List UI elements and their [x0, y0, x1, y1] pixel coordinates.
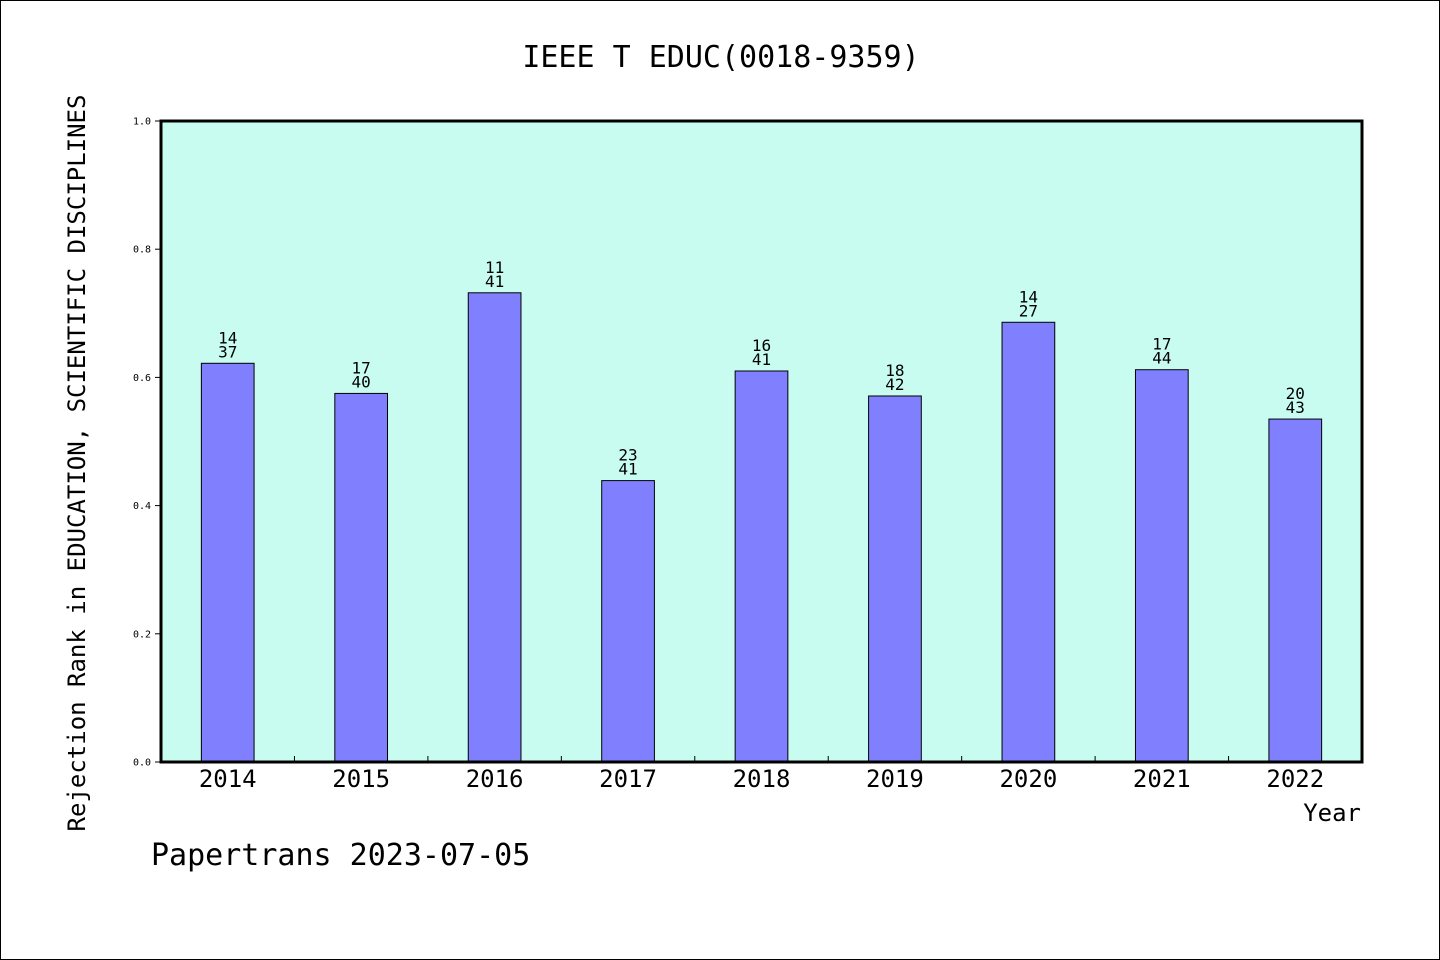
x-tick-label: 2016 [466, 765, 524, 793]
bar-label-total: 41 [618, 460, 637, 479]
x-tick-label: 2019 [866, 765, 924, 793]
y-tick-label: 1.0 [133, 117, 151, 128]
bar-label-rank: 18 [885, 361, 904, 380]
bar [1268, 418, 1323, 763]
x-tick-label: 2015 [332, 765, 390, 793]
footer-credit: Papertrans 2023-07-05 [151, 838, 530, 873]
y-tick-label: 0.2 [133, 629, 151, 640]
bar [601, 480, 655, 763]
x-axis-label: Year [1303, 799, 1361, 827]
bar-label-total: 42 [885, 375, 904, 394]
x-tick-label: 2014 [199, 765, 257, 793]
bars-layer [200, 292, 1323, 763]
y-tick-label: 0.8 [133, 245, 151, 256]
bar [334, 392, 389, 763]
bar [1134, 369, 1189, 763]
bar-label-rank: 11 [485, 258, 504, 277]
chart-title: IEEE T EDUC(0018-9359) [522, 40, 919, 75]
y-tick-label: 0.4 [133, 501, 151, 512]
bar-label-total: 44 [1152, 349, 1171, 368]
bar [868, 395, 922, 763]
bar [1001, 321, 1056, 763]
bar-label-rank: 23 [618, 446, 637, 465]
x-tick-label: 2021 [1133, 765, 1191, 793]
bar [200, 362, 255, 763]
bar [467, 292, 522, 763]
y-tick-label: 0.0 [133, 758, 151, 769]
bar-label-rank: 14 [218, 328, 237, 347]
x-tick-label: 2017 [599, 765, 657, 793]
bar-label-total: 40 [352, 372, 371, 391]
bar-label-rank: 20 [1286, 384, 1305, 403]
x-axis: 2014 2015 2016 2017 2018 2019 2020 2021 2022 [199, 756, 1324, 793]
bar-label-rank: 14 [1019, 287, 1038, 306]
bar [734, 370, 789, 763]
x-tick-label: 2018 [733, 765, 791, 793]
bar-label-total: 37 [218, 342, 237, 361]
y-tick-label: 0.6 [133, 373, 151, 384]
bar-label-rank: 17 [1152, 335, 1171, 354]
x-tick-label: 2020 [999, 765, 1057, 793]
plot-frame [159, 119, 1364, 764]
bar-label-total: 27 [1019, 301, 1038, 320]
x-tick-label: 2022 [1266, 765, 1324, 793]
bar-label-total: 43 [1286, 398, 1305, 417]
y-axis: 0.0 0.2 0.4 0.6 0.8 1.0 [133, 117, 161, 769]
y-axis-label: Rejection Rank in EDUCATION, SCIENTIFIC … [63, 95, 91, 832]
bar-label-rank: 17 [352, 358, 371, 377]
bar-label-total: 41 [485, 272, 504, 291]
bar-label-rank: 16 [752, 336, 771, 355]
bar-label-total: 41 [752, 350, 771, 369]
